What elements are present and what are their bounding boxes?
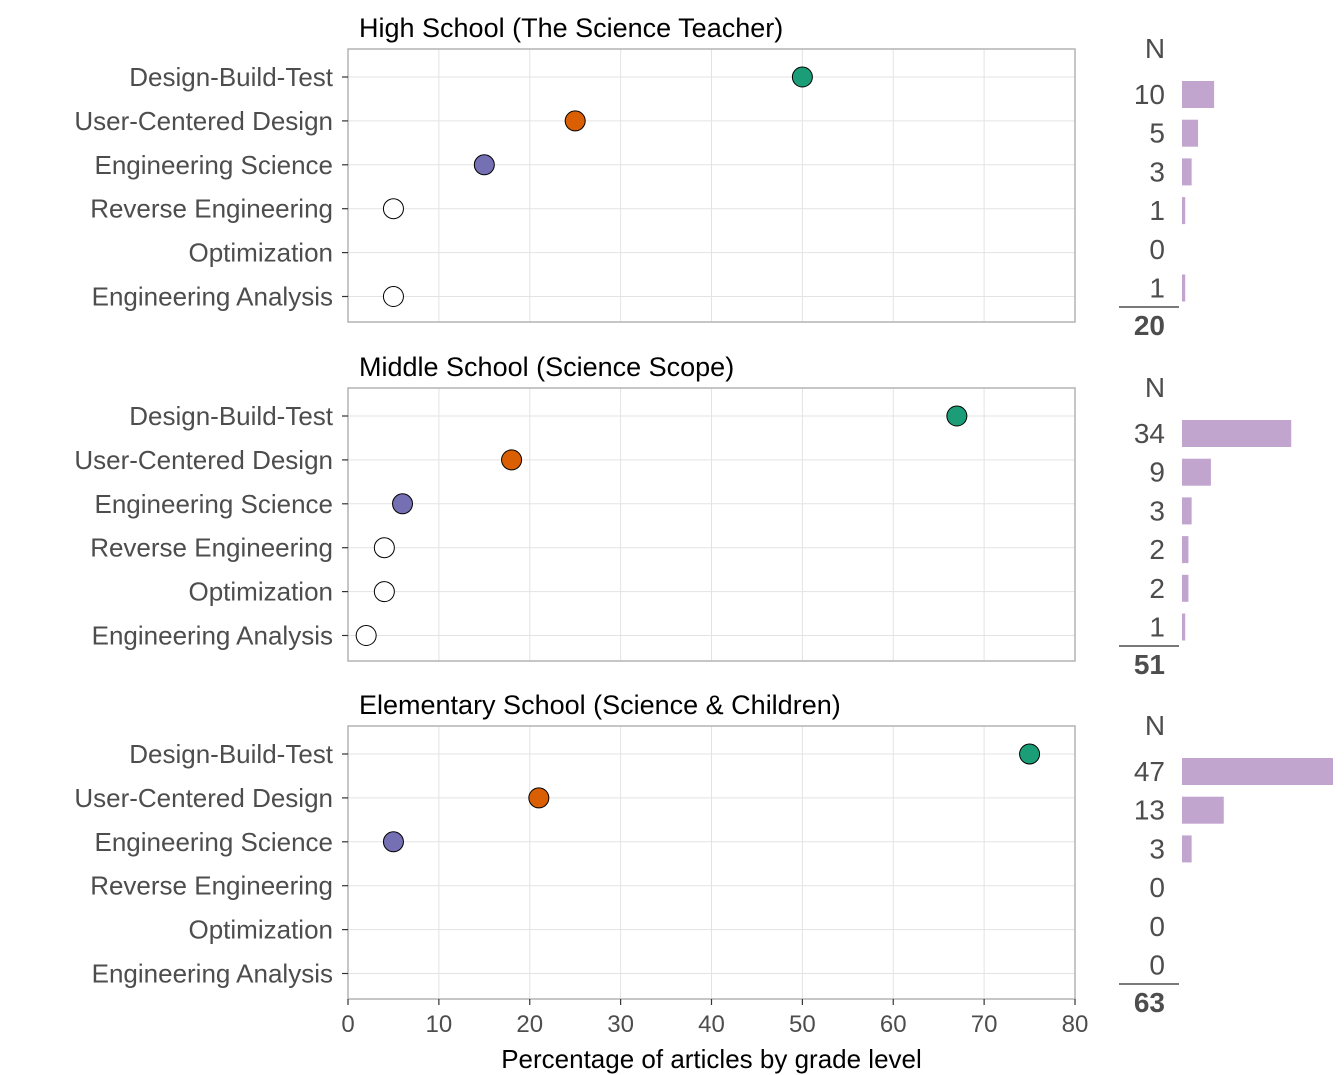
x-tick-label: 80 xyxy=(1062,1011,1089,1038)
x-tick-label: 0 xyxy=(341,1011,354,1038)
x-tick-label: 70 xyxy=(971,1011,998,1038)
count-value: 0 xyxy=(1149,234,1165,265)
count-value: 1 xyxy=(1149,195,1165,226)
category-label: User-Centered Design xyxy=(74,783,333,813)
count-value: 0 xyxy=(1149,872,1165,903)
x-tick-label: 20 xyxy=(516,1011,543,1038)
x-tick-label: 60 xyxy=(880,1011,907,1038)
category-label: Optimization xyxy=(189,238,334,268)
data-point xyxy=(392,493,414,515)
count-bar xyxy=(1182,497,1192,525)
count-total: 63 xyxy=(1134,987,1165,1018)
panel-title: Middle School (Science Scope) xyxy=(359,352,734,382)
count-value: 0 xyxy=(1149,911,1165,942)
count-bar xyxy=(1182,758,1333,785)
category-label: Optimization xyxy=(189,577,334,607)
count-bar xyxy=(1182,420,1292,447)
data-point xyxy=(528,787,550,809)
data-point xyxy=(382,286,404,307)
data-point xyxy=(382,831,404,853)
data-point xyxy=(373,537,395,559)
count-value: 13 xyxy=(1134,795,1165,826)
count-bar xyxy=(1182,274,1186,302)
category-label: Reverse Engineering xyxy=(90,533,333,563)
category-label: Reverse Engineering xyxy=(90,871,333,901)
count-value: 2 xyxy=(1149,573,1165,604)
category-label: Engineering Analysis xyxy=(92,959,333,989)
data-point xyxy=(473,154,495,176)
count-bar xyxy=(1182,835,1192,863)
count-bar xyxy=(1182,613,1186,641)
data-point xyxy=(355,625,377,646)
category-label: Optimization xyxy=(189,915,334,945)
category-label: User-Centered Design xyxy=(74,445,333,475)
panel-title: High School (The Science Teacher) xyxy=(359,13,783,43)
count-value: 3 xyxy=(1149,495,1165,526)
category-label: User-Centered Design xyxy=(74,106,333,136)
count-value: 2 xyxy=(1149,534,1165,565)
count-value: 3 xyxy=(1149,156,1165,187)
count-value: 0 xyxy=(1149,950,1165,981)
category-label: Design-Build-Test xyxy=(129,739,334,769)
panel-frame xyxy=(347,48,1076,323)
count-bar xyxy=(1182,119,1199,147)
x-tick-label: 50 xyxy=(789,1011,816,1038)
panel-title: Elementary School (Science & Children) xyxy=(359,690,841,720)
count-header: N xyxy=(1145,33,1165,64)
count-value: 5 xyxy=(1149,118,1165,149)
data-point xyxy=(791,66,813,88)
category-label: Engineering Science xyxy=(95,150,334,180)
count-total: 20 xyxy=(1134,310,1165,341)
data-point xyxy=(946,405,968,427)
category-label: Engineering Science xyxy=(95,827,334,857)
data-point xyxy=(382,198,404,220)
category-label: Reverse Engineering xyxy=(90,194,333,224)
count-value: 3 xyxy=(1149,833,1165,864)
data-point xyxy=(1019,743,1041,765)
category-label: Design-Build-Test xyxy=(129,401,334,431)
count-bar xyxy=(1182,574,1189,602)
count-value: 9 xyxy=(1149,457,1165,488)
x-axis-label: Percentage of articles by grade level xyxy=(501,1044,922,1074)
x-tick-label: 30 xyxy=(607,1011,634,1038)
panel-frame xyxy=(347,387,1076,662)
count-value: 10 xyxy=(1134,79,1165,110)
x-tick-label: 40 xyxy=(698,1011,725,1038)
count-bar xyxy=(1182,796,1224,824)
count-value: 1 xyxy=(1149,612,1165,643)
count-header: N xyxy=(1145,372,1165,403)
count-bar xyxy=(1182,197,1186,225)
count-bar xyxy=(1182,458,1211,486)
data-point xyxy=(501,449,523,471)
category-label: Design-Build-Test xyxy=(129,62,334,92)
category-label: Engineering Analysis xyxy=(92,621,333,651)
category-label: Engineering Analysis xyxy=(92,282,333,312)
count-value: 1 xyxy=(1149,273,1165,304)
count-bar xyxy=(1182,536,1189,564)
count-header: N xyxy=(1145,710,1165,741)
count-value: 47 xyxy=(1134,756,1165,787)
count-total: 51 xyxy=(1134,649,1165,680)
data-point xyxy=(373,581,395,603)
data-point xyxy=(564,110,586,132)
count-bar xyxy=(1182,158,1192,186)
category-label: Engineering Science xyxy=(95,489,334,519)
x-tick-label: 10 xyxy=(426,1011,453,1038)
count-value: 34 xyxy=(1134,418,1165,449)
count-bar xyxy=(1182,81,1215,108)
